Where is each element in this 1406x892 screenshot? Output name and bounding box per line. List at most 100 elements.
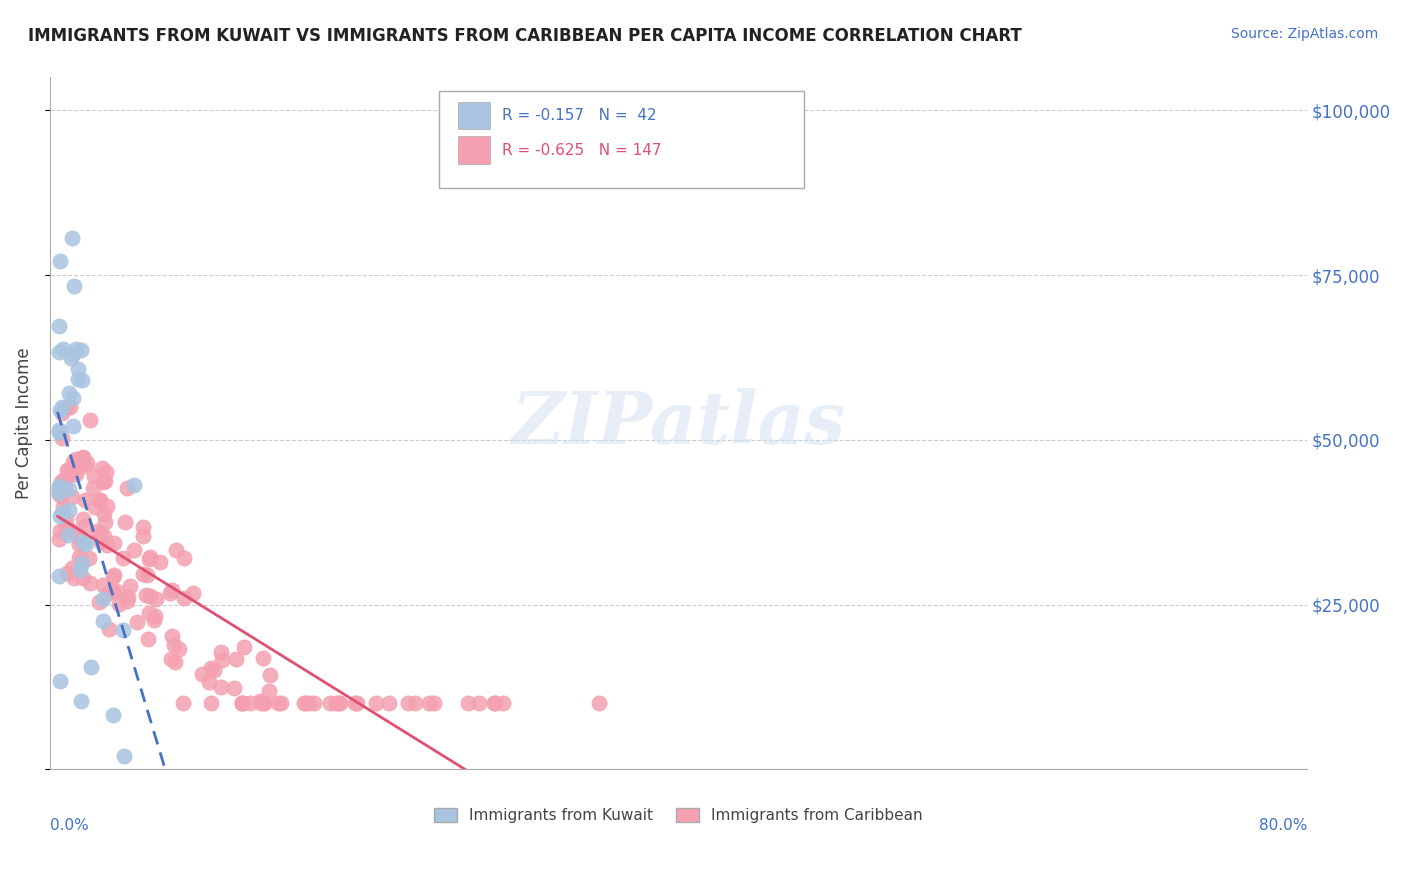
Point <box>51 489 73 503</box>
Point <box>482 697 505 711</box>
Point <box>211 653 233 667</box>
Point <box>103 568 125 582</box>
Point <box>143 609 166 624</box>
Point <box>58 528 80 542</box>
FancyBboxPatch shape <box>440 91 804 188</box>
Point <box>302 697 325 711</box>
Point <box>169 642 191 657</box>
Point <box>91 475 114 489</box>
Point <box>93 474 115 488</box>
Point <box>83 469 105 483</box>
Point <box>75 492 97 507</box>
Point <box>62 455 84 469</box>
Point <box>59 351 82 365</box>
Point <box>329 697 352 711</box>
Point <box>49 524 72 539</box>
Point <box>62 571 84 585</box>
Point <box>250 697 273 711</box>
Point <box>145 591 167 606</box>
Point <box>159 586 181 600</box>
Point <box>91 578 114 592</box>
Point <box>253 697 276 711</box>
Point <box>48 318 70 333</box>
Point <box>112 623 135 637</box>
Point <box>93 529 115 543</box>
Point <box>75 519 97 533</box>
Point <box>257 684 280 698</box>
Point <box>55 518 77 533</box>
Point <box>163 638 186 652</box>
Point <box>67 536 90 550</box>
Point <box>112 749 135 764</box>
Point <box>70 557 93 571</box>
Point <box>91 614 114 628</box>
Point <box>69 553 91 567</box>
Point <box>73 458 96 473</box>
Point <box>62 418 84 433</box>
Point <box>253 697 276 711</box>
Point <box>60 490 83 504</box>
Point <box>225 651 247 665</box>
Point <box>58 483 80 497</box>
Text: IMMIGRANTS FROM KUWAIT VS IMMIGRANTS FROM CARIBBEAN PER CAPITA INCOME CORRELATIO: IMMIGRANTS FROM KUWAIT VS IMMIGRANTS FRO… <box>28 27 1022 45</box>
Point <box>77 550 100 565</box>
Point <box>101 584 124 599</box>
Point <box>65 467 87 481</box>
Point <box>96 499 118 513</box>
Point <box>49 509 72 524</box>
Point <box>48 486 70 500</box>
Point <box>588 697 610 711</box>
Point <box>136 632 159 646</box>
Point <box>82 481 104 495</box>
Text: 0.0%: 0.0% <box>49 818 89 833</box>
Text: R = -0.625   N = 147: R = -0.625 N = 147 <box>502 143 662 158</box>
Point <box>138 552 160 566</box>
FancyBboxPatch shape <box>458 102 489 129</box>
Point <box>97 586 120 600</box>
Point <box>56 462 79 476</box>
Point <box>422 697 444 711</box>
Point <box>143 613 166 627</box>
Point <box>202 663 225 677</box>
Point <box>91 461 114 475</box>
Point <box>89 527 111 541</box>
Point <box>97 622 120 636</box>
Point <box>467 697 489 711</box>
Point <box>160 651 183 665</box>
Point <box>200 660 222 674</box>
Point <box>96 465 118 479</box>
Point <box>292 697 315 711</box>
Point <box>48 423 70 437</box>
Text: 80.0%: 80.0% <box>1258 818 1308 833</box>
Point <box>122 543 145 558</box>
Point <box>48 482 70 496</box>
Point <box>160 629 183 643</box>
Point <box>181 586 204 600</box>
Point <box>132 529 155 543</box>
Point <box>52 342 75 356</box>
Point <box>267 697 290 711</box>
Point <box>101 708 124 723</box>
Point <box>492 697 515 711</box>
Point <box>66 371 89 385</box>
Point <box>49 673 72 688</box>
Point <box>72 450 94 465</box>
Point <box>56 400 79 414</box>
Point <box>48 345 70 359</box>
Point <box>249 694 271 708</box>
Point <box>90 535 112 549</box>
Point <box>65 343 87 357</box>
Point <box>67 361 90 376</box>
Point <box>60 231 83 245</box>
Point <box>404 697 426 711</box>
Text: R = -0.157   N =  42: R = -0.157 N = 42 <box>502 108 657 123</box>
Point <box>139 550 162 565</box>
Point <box>115 594 138 608</box>
Point <box>165 543 187 558</box>
Point <box>80 659 103 673</box>
Point <box>69 563 91 577</box>
Point <box>418 697 440 711</box>
Point <box>231 697 253 711</box>
Point <box>259 668 281 682</box>
Point <box>48 532 70 546</box>
